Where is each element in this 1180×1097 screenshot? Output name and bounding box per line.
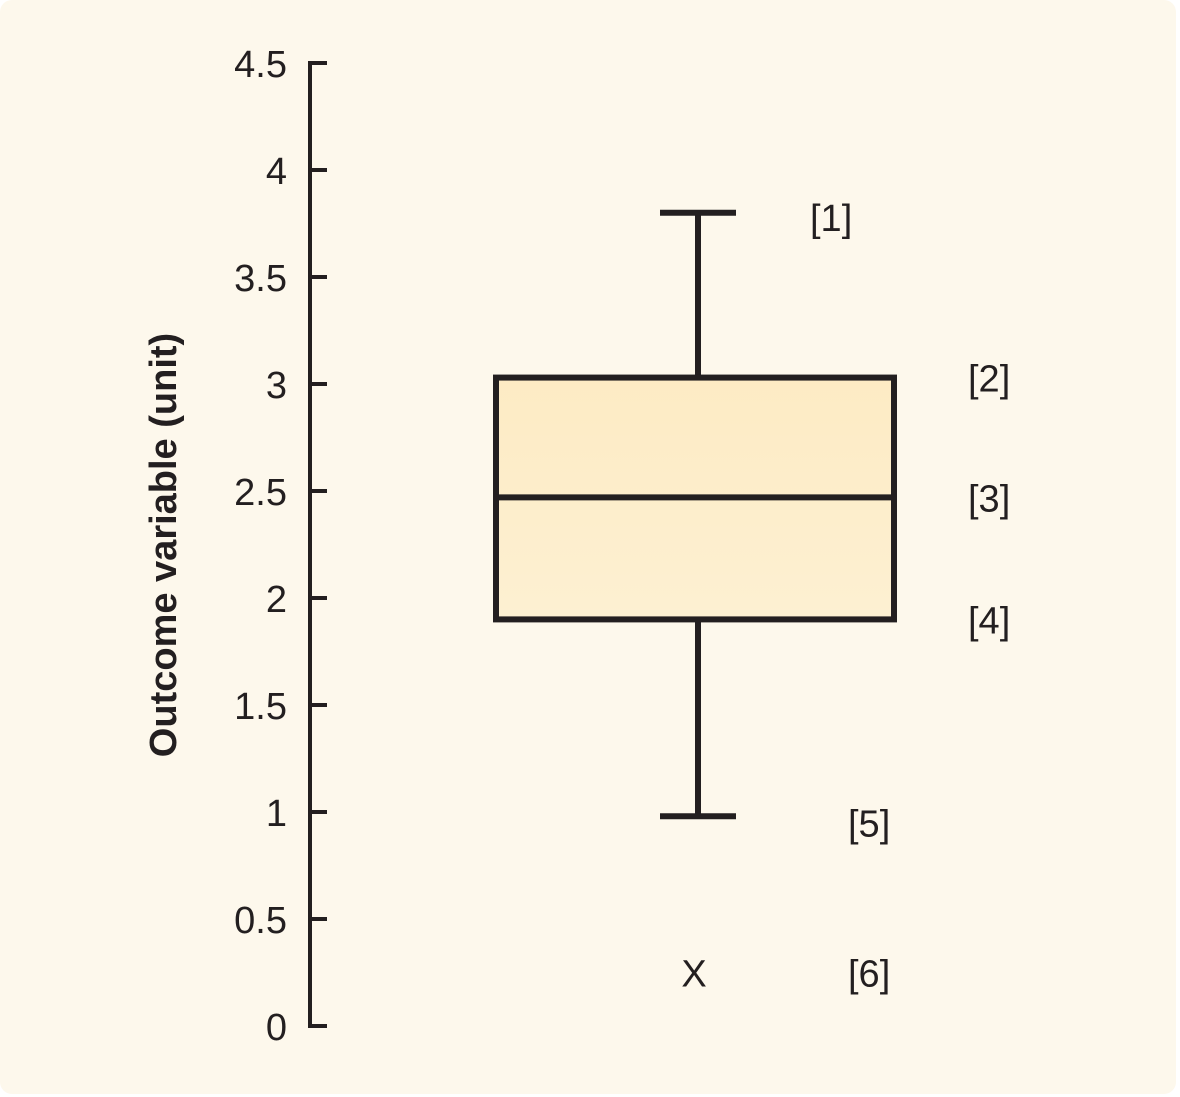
y-tick-label: 4.5 (234, 44, 287, 86)
annotation-label: [3] (968, 478, 1010, 520)
y-tick-label: 1.5 (234, 686, 287, 728)
annotation-label: [2] (968, 359, 1010, 401)
y-axis: 0 0.5 1 1.5 2 2.5 3 3.5 4 4.5 (234, 44, 327, 1049)
y-tick-label: 4 (266, 151, 287, 193)
annotation-label: [4] (968, 600, 1010, 642)
y-tick-label: 1 (266, 793, 287, 835)
annotation-label: [6] (848, 954, 890, 996)
annotation-label: [5] (848, 803, 890, 845)
y-tick-label: 3 (266, 365, 287, 407)
box-plot: X (493, 209, 897, 996)
annotations: [1] [2] [3] [4] [5] [6] (810, 198, 1010, 996)
y-axis-title: Outcome variable (unit) (143, 333, 185, 757)
y-tick-label: 3.5 (234, 258, 287, 300)
annotation-label: [1] (810, 198, 852, 240)
outlier-marker: X (681, 954, 706, 996)
y-tick-label: 0.5 (234, 900, 287, 942)
y-tick-label: 2 (266, 579, 287, 621)
y-tick-label: 0 (266, 1007, 287, 1049)
y-tick-label: 2.5 (234, 472, 287, 514)
